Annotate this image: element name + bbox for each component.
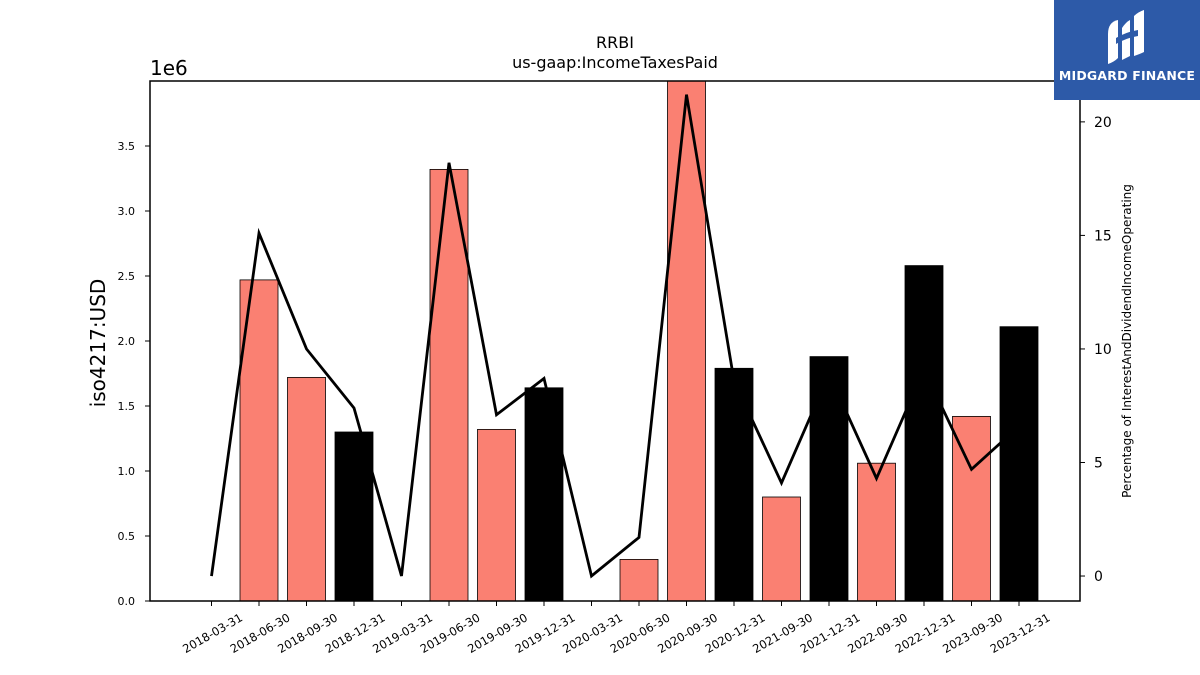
bar-2023-12-31 <box>999 326 1039 602</box>
logo-text: MIDGARD FINANCE <box>1058 68 1196 83</box>
y2-tick-label: 0 <box>1094 569 1103 585</box>
bar-2018-09-30 <box>287 376 326 602</box>
y-tick-label: 1.5 <box>118 400 136 413</box>
bar-2020-09-30 <box>667 80 706 602</box>
y2-tick-label: 10 <box>1094 342 1112 358</box>
bar-2023-09-30 <box>952 415 991 602</box>
y-offset-label: 1e6 <box>150 56 188 80</box>
bar-2020-12-31 <box>714 367 754 602</box>
chart-title: RRBI <box>596 33 634 52</box>
bar-2019-09-30 <box>477 428 516 602</box>
line-group <box>210 94 1020 579</box>
y-tick-label: 1.0 <box>118 465 136 478</box>
y-tick-label: 3.0 <box>118 205 136 218</box>
bar-2019-12-31 <box>524 387 564 602</box>
y-tick-label: 2.0 <box>118 335 136 348</box>
bar-2020-06-30 <box>619 559 659 602</box>
series-line <box>210 94 1020 579</box>
chart-subtitle: us-gaap:IncomeTaxesPaid <box>512 53 718 72</box>
y-axis-label: iso4217:USD <box>86 279 110 408</box>
y-ticks-group: 0.0 0.5 1.0 1.5 2.0 2.5 3.0 3.5 <box>118 140 150 608</box>
y-tick-label: 2.5 <box>118 270 136 283</box>
x-ticks-group: 2018-03-312018-06-302018-09-302018-12-31… <box>180 601 1053 656</box>
logo-mark-icon <box>1108 10 1144 64</box>
y2-tick-label: 15 <box>1094 228 1112 244</box>
bar-2022-09-30 <box>857 462 896 602</box>
y-tick-label: 0.5 <box>118 530 136 543</box>
bars-group <box>239 80 1039 602</box>
y2-ticks-group: 0 5 10 15 20 <box>1080 115 1112 585</box>
bar-2018-12-31 <box>334 431 374 602</box>
y2-tick-label: 20 <box>1094 115 1112 131</box>
plot-frame <box>149 80 1081 602</box>
bar-2022-12-31 <box>904 265 944 602</box>
bar-2021-12-31 <box>809 356 849 602</box>
y-tick-label: 0.0 <box>118 595 136 608</box>
y-tick-label: 3.5 <box>118 140 136 153</box>
y2-axis-label: Percentage of InterestAndDividendIncomeO… <box>1120 184 1134 498</box>
bar-2021-09-30 <box>762 496 801 602</box>
logo: MIDGARD FINANCE <box>1054 0 1200 100</box>
y2-tick-label: 5 <box>1094 455 1103 471</box>
